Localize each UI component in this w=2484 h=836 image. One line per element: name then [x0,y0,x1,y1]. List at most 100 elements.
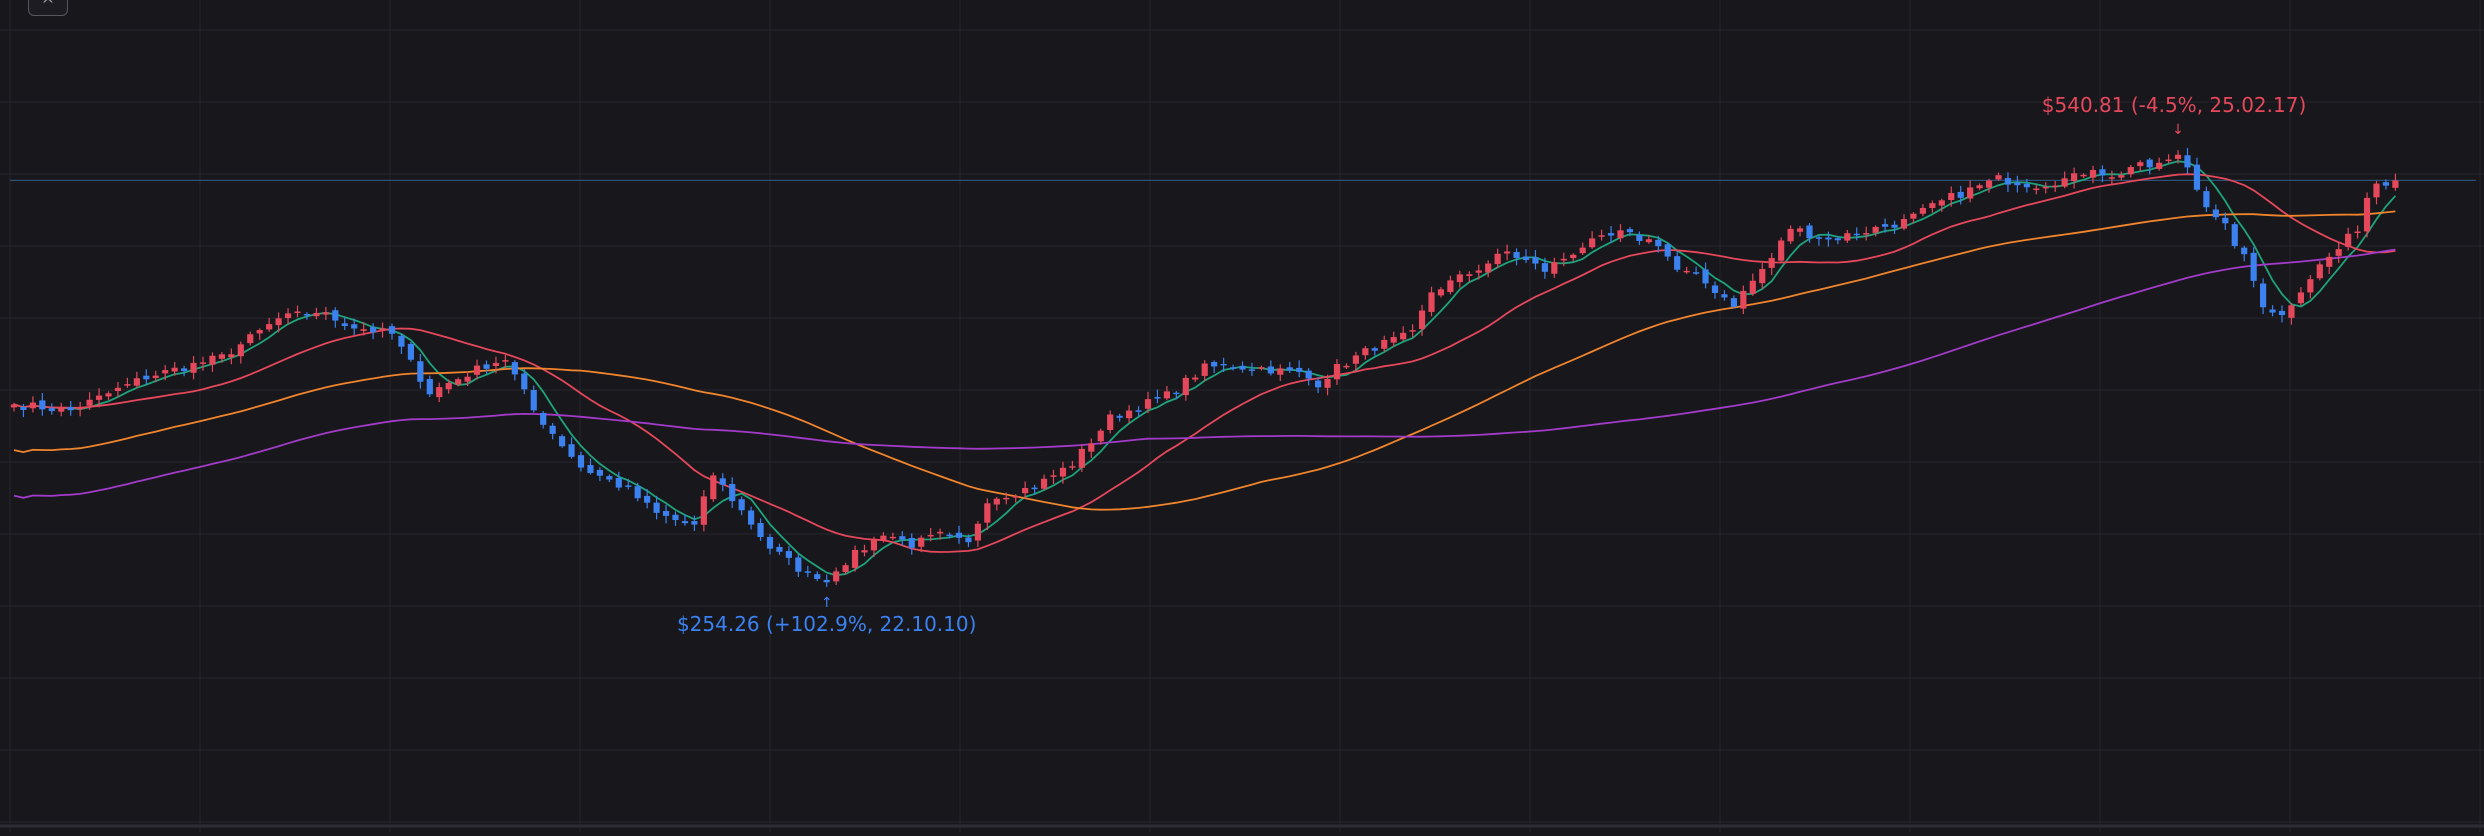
candle-body[interactable] [568,444,575,457]
candle-body[interactable] [1362,348,1369,356]
candle-body[interactable] [1447,280,1454,293]
candle-body[interactable] [1324,378,1331,388]
candle-body[interactable] [1078,448,1085,468]
candle-body[interactable] [2269,309,2276,313]
candle[interactable] [48,403,55,415]
candle-body[interactable] [946,534,953,537]
candle-body[interactable] [1645,239,1652,243]
candle-body[interactable] [2260,283,2267,308]
candle[interactable] [1315,376,1322,394]
candle[interactable] [729,477,736,508]
candle-body[interactable] [1655,239,1662,247]
candle[interactable] [1759,263,1766,289]
candle-body[interactable] [1192,377,1199,380]
candle-body[interactable] [511,362,518,375]
candle-body[interactable] [700,496,707,525]
candle-body[interactable] [1456,274,1463,283]
candle-body[interactable] [2373,183,2380,198]
candle-body[interactable] [672,514,679,521]
candle-body[interactable] [1088,443,1095,452]
candle-body[interactable] [455,379,462,385]
candle-body[interactable] [2203,191,2210,208]
candle-body[interactable] [1239,365,1246,370]
candle-body[interactable] [143,375,150,380]
candle[interactable] [804,565,811,578]
candle-body[interactable] [303,313,311,316]
candle-body[interactable] [2137,162,2144,167]
candle-body[interactable] [171,367,178,372]
candle[interactable] [2023,178,2030,193]
candle[interactable] [1522,249,1530,264]
candle[interactable] [473,359,481,380]
candle[interactable] [2241,245,2248,262]
candle[interactable] [1693,266,1700,275]
candle[interactable] [1598,229,1605,241]
candle-body[interactable] [615,477,622,488]
candle-body[interactable] [1485,263,1492,273]
candle[interactable] [908,533,915,555]
candle-body[interactable] [1995,175,2002,180]
candle[interactable] [1504,244,1511,261]
candle-body[interactable] [67,406,74,411]
candle[interactable] [1844,229,1851,243]
candle-body[interactable] [1683,270,1690,273]
candle[interactable] [2146,157,2153,175]
candle-body[interactable] [1787,228,1794,242]
candle[interactable] [1749,273,1756,296]
candle-body[interactable] [152,375,159,379]
candle[interactable] [1466,271,1473,282]
candle-body[interactable] [77,407,84,410]
candle-body[interactable] [1759,268,1766,284]
candle-body[interactable] [1607,233,1615,236]
candle-body[interactable] [1116,415,1123,418]
candle-body[interactable] [634,486,641,499]
candle-body[interactable] [738,499,745,511]
candle-body[interactable] [388,326,396,334]
candle[interactable] [1248,362,1256,376]
candle[interactable] [851,545,859,572]
candle-body[interactable] [814,574,821,579]
candle-body[interactable] [1352,355,1359,364]
candle-body[interactable] [1806,225,1813,239]
candle-body[interactable] [1201,363,1208,376]
candle-body[interactable] [209,355,216,365]
candle-body[interactable] [294,311,301,314]
candle[interactable] [1239,361,1246,373]
candle[interactable] [1447,275,1454,295]
candle-body[interactable] [190,362,197,373]
candle-body[interactable] [1211,361,1218,367]
candle-body[interactable] [1513,252,1520,258]
candle[interactable] [1437,287,1445,298]
candle-body[interactable] [1560,258,1567,261]
candle-body[interactable] [1466,274,1473,276]
candle-body[interactable] [899,536,906,540]
candle-body[interactable] [29,402,36,409]
candle-body[interactable] [2193,164,2201,190]
candle-body[interactable] [965,537,972,543]
candle[interactable] [889,532,896,541]
candle[interactable] [2373,180,2380,205]
candle-body[interactable] [1617,230,1624,239]
candle[interactable] [1343,363,1350,370]
candle[interactable] [247,331,254,346]
candle-body[interactable] [955,532,963,538]
candle-body[interactable] [559,436,566,447]
candle-body[interactable] [2108,177,2115,179]
candle[interactable] [1277,364,1284,381]
candle[interactable] [10,402,18,412]
candle[interactable] [1333,359,1341,385]
candle[interactable] [1910,212,1917,224]
candle-body[interactable] [2071,173,2078,182]
candle-body[interactable] [502,360,509,362]
candle-body[interactable] [993,498,1000,505]
candle[interactable] [1825,231,1832,247]
candle-body[interactable] [341,323,348,327]
candle[interactable] [899,531,906,546]
candle[interactable] [946,532,953,539]
candle[interactable] [1872,225,1879,237]
candle-body[interactable] [662,510,670,516]
candle-body[interactable] [48,408,55,412]
candle[interactable] [143,369,150,385]
candle[interactable] [1834,235,1841,245]
